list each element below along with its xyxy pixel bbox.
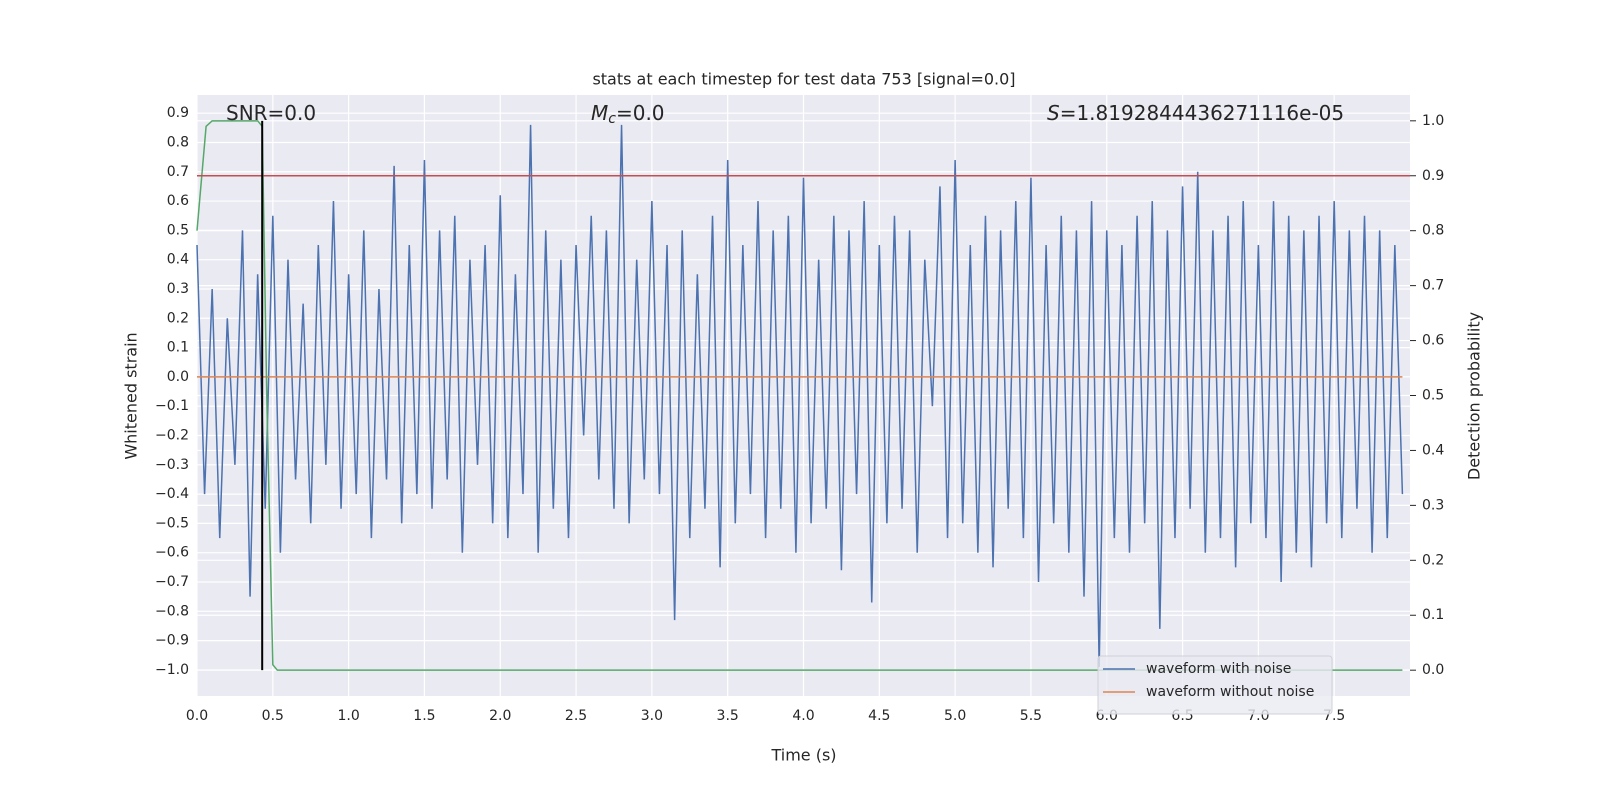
x-tick-label: 5.0 — [944, 708, 966, 724]
y-tick-label: −0.7 — [155, 574, 189, 590]
annotation-symbol: M — [591, 101, 608, 125]
x-tick-label: 1.0 — [337, 708, 359, 724]
x-tick-label: 4.5 — [868, 708, 890, 724]
legend: waveform with noise waveform without nois… — [1097, 655, 1333, 715]
series-line — [196, 120, 1403, 671]
legend-label: waveform without noise — [1146, 684, 1314, 700]
y-tick-label: 0.9 — [167, 105, 189, 121]
y-axis-label: Whitened strain — [122, 332, 141, 459]
y-tick-label: −0.6 — [155, 545, 189, 561]
x-tick-label: 4.0 — [792, 708, 814, 724]
x-tick-label: 5.5 — [1020, 708, 1042, 724]
y2-tick-label: 1.0 — [1422, 113, 1444, 129]
y2-tick-label: 0.5 — [1422, 388, 1444, 404]
y-tick-label: −0.9 — [155, 633, 189, 649]
x-tick-label: 2.0 — [489, 708, 511, 724]
annotation-text: SNR=0.0 — [226, 101, 316, 125]
y-tick-label: −0.1 — [155, 398, 189, 414]
x-axis-label: Time (s) — [770, 746, 836, 765]
y-tick-label: 0.6 — [167, 193, 189, 209]
y-tick-label: 0.3 — [167, 281, 189, 297]
y-tick-label: −0.5 — [155, 515, 189, 531]
annotation: SNR=0.0 — [226, 101, 316, 125]
annotation: Mc=0.0 — [591, 101, 665, 128]
legend-label: waveform with noise — [1146, 661, 1291, 677]
x-tick-label: 0.5 — [262, 708, 284, 724]
series-line — [196, 124, 1404, 668]
y-tick-label: 0.4 — [167, 252, 189, 268]
y-tick-label: 0.5 — [167, 222, 189, 238]
x-tick-label: 0.0 — [186, 708, 208, 724]
y2-tick-label: 0.6 — [1422, 333, 1444, 349]
y-tick-label: −0.3 — [155, 457, 189, 473]
y-tick-label: 0.0 — [167, 369, 189, 385]
y-tick-label: 0.2 — [167, 310, 189, 326]
y2-axis-label: Detection probability — [1465, 312, 1484, 480]
annotation: S=1.8192844436271116e-05 — [1047, 101, 1344, 125]
y-tick-label: −1.0 — [155, 662, 189, 678]
y-tick-label: −0.8 — [155, 603, 189, 619]
y-tick-label: −0.2 — [155, 427, 189, 443]
y2-tick-label: 0.2 — [1422, 552, 1444, 568]
y-tick-label: 0.1 — [167, 340, 189, 356]
y2-tick-label: 0.7 — [1422, 278, 1444, 294]
annotation-symbol: S — [1047, 101, 1060, 125]
chart-title: stats at each timestep for test data 753… — [592, 70, 1015, 89]
x-tick-label: 1.5 — [413, 708, 435, 724]
y-tick-label: 0.8 — [167, 134, 189, 150]
annotation-subscript: c — [608, 111, 616, 127]
x-tick-label: 3.0 — [641, 708, 663, 724]
plot — [196, 95, 1410, 696]
y2-tick-label: 0.8 — [1422, 223, 1444, 239]
x-tick-label: 2.5 — [565, 708, 587, 724]
x-tick-label: 3.5 — [717, 708, 739, 724]
y-tick-label: 0.7 — [167, 164, 189, 180]
annotation-text: =1.8192844436271116e-05 — [1060, 101, 1344, 125]
legend-frame — [1097, 655, 1333, 715]
annotation-text: =0.0 — [616, 101, 665, 125]
y2-tick-label: 0.3 — [1422, 497, 1444, 513]
y-tick-label: −0.4 — [155, 486, 189, 502]
y2-tick-label: 0.9 — [1422, 168, 1444, 184]
y2-tick-label: 0.0 — [1422, 662, 1444, 678]
y2-tick-label: 0.4 — [1422, 442, 1444, 458]
y2-tick-label: 0.1 — [1422, 607, 1444, 623]
